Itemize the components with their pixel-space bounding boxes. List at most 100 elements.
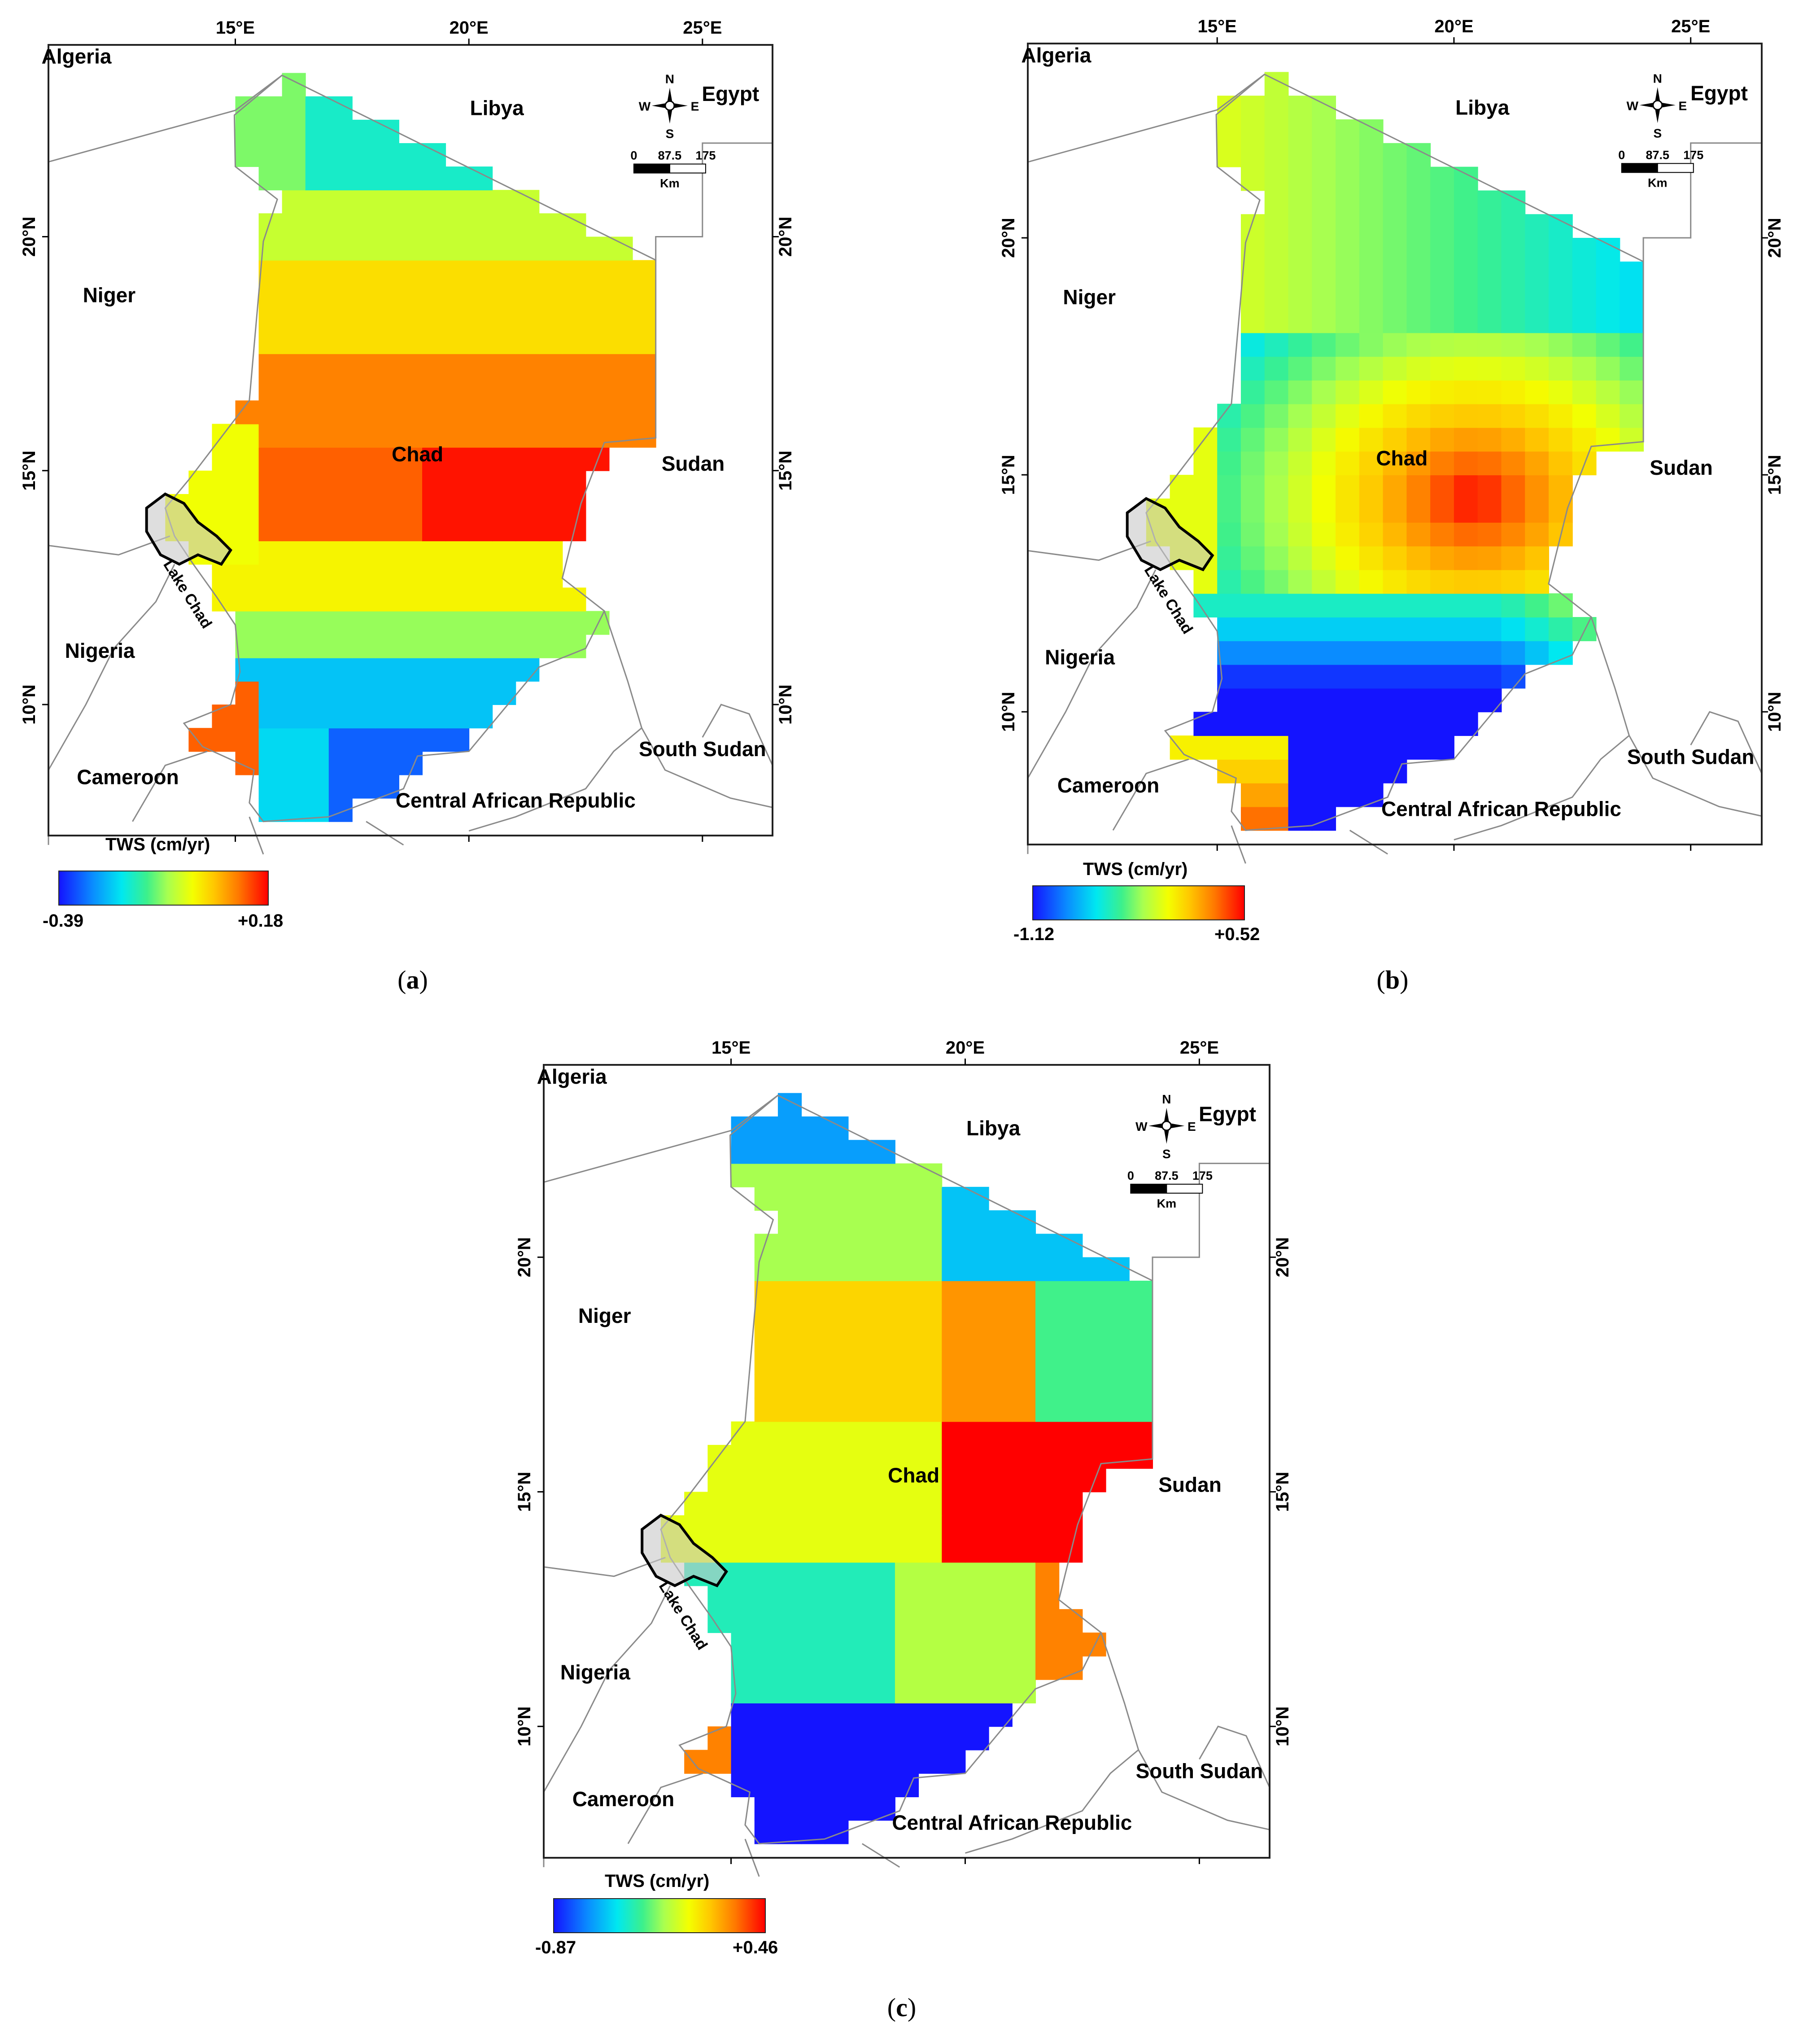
tws-cell — [895, 1656, 919, 1680]
lat-tick-label: 20°N — [19, 217, 39, 257]
tws-cell — [1359, 309, 1384, 333]
tws-cell — [1336, 119, 1360, 144]
tws-cell — [282, 798, 306, 822]
tws-cell — [1082, 1444, 1106, 1469]
tws-cell — [871, 1562, 895, 1586]
tws-cell — [235, 424, 259, 448]
tws-cell — [469, 166, 493, 191]
tws-cell — [918, 1703, 943, 1727]
tws-cell — [258, 354, 283, 378]
tws-cell — [1406, 617, 1431, 641]
tws-cell — [1430, 522, 1454, 547]
tws-cell — [1129, 1280, 1153, 1305]
tws-cell — [352, 634, 376, 658]
tws-cell — [1012, 1468, 1036, 1493]
tws-cell — [988, 1351, 1013, 1375]
tws-cell — [492, 424, 516, 448]
tws-cell — [1454, 166, 1478, 191]
tws-cell — [539, 587, 563, 612]
tws-cell — [777, 1750, 802, 1774]
caption-b: (b) — [1376, 965, 1409, 994]
tws-cell — [422, 400, 446, 425]
compass-s: S — [1653, 126, 1662, 140]
tws-cell — [1264, 783, 1289, 807]
tws-cell — [825, 1773, 849, 1798]
tws-cell — [825, 1797, 849, 1821]
tws-cell — [305, 143, 329, 167]
tws-cell — [328, 166, 353, 191]
tws-cell — [871, 1773, 895, 1798]
tws-cell — [1264, 119, 1289, 144]
tws-cell — [777, 1703, 802, 1727]
tws-cell — [1383, 664, 1407, 689]
tws-cell — [282, 400, 306, 425]
tws-cell — [539, 517, 563, 542]
tws-cell — [1454, 380, 1478, 404]
tws-cell — [1336, 285, 1360, 310]
tws-cell — [918, 1257, 943, 1281]
tws-cell — [965, 1539, 989, 1563]
country-border — [1100, 1632, 1270, 1830]
tws-cell — [942, 1257, 966, 1281]
tws-cell — [1312, 451, 1336, 476]
tws-cell — [1477, 522, 1502, 547]
tws-cell — [328, 236, 353, 261]
tws-cell — [328, 681, 353, 705]
country-border — [1152, 1163, 1270, 1281]
tws-cell — [1264, 664, 1289, 689]
tws-cell — [632, 283, 656, 307]
tws-cell — [1059, 1656, 1083, 1680]
tws-cell — [539, 541, 563, 565]
tws-cell — [212, 728, 236, 752]
tws-cell — [754, 1444, 778, 1469]
country-border — [1027, 74, 1265, 163]
tws-cell — [1012, 1656, 1036, 1680]
tws-cell — [988, 1492, 1013, 1516]
tws-cell — [539, 283, 563, 307]
tws-cell — [871, 1163, 895, 1187]
tws-cell — [1383, 403, 1407, 428]
north-arrow-icon: N S E W — [1627, 71, 1687, 140]
tws-cell — [1549, 475, 1573, 499]
tws-cell — [352, 681, 376, 705]
tws-cell — [965, 1585, 989, 1610]
tws-cell — [777, 1327, 802, 1352]
lake-chad-label: Lake Chad — [1141, 562, 1196, 637]
tws-cell — [1359, 214, 1384, 239]
tws-cell — [777, 1492, 802, 1516]
tws-cell — [258, 424, 283, 448]
tws-cell — [825, 1351, 849, 1375]
tws-cell — [1336, 475, 1360, 499]
compass-n: N — [1653, 71, 1662, 85]
tws-cell — [585, 400, 610, 425]
tws-cell — [258, 634, 283, 658]
tws-cell — [825, 1562, 849, 1586]
tws-cell — [258, 330, 283, 355]
tws-cell — [585, 330, 610, 355]
tws-cell — [422, 424, 446, 448]
tws-cell — [1525, 333, 1550, 357]
tws-cell — [352, 236, 376, 261]
tws-cell — [1406, 333, 1431, 357]
tws-cell — [1525, 546, 1550, 570]
tws-cell — [1359, 475, 1384, 499]
tws-cell — [895, 1398, 919, 1422]
tws-cell — [1430, 190, 1454, 215]
tws-cell — [1059, 1609, 1083, 1633]
tws-cell — [895, 1234, 919, 1258]
tws-cell — [375, 213, 399, 237]
tws-cell — [988, 1656, 1013, 1680]
tws-cell — [352, 517, 376, 542]
tws-cell — [352, 564, 376, 588]
tws-cell — [1264, 96, 1289, 120]
legend-min-a: -0.39 — [43, 911, 84, 931]
tws-cell — [1477, 285, 1502, 310]
tws-cell — [825, 1280, 849, 1305]
tws-cell — [1082, 1421, 1106, 1445]
tws-cell — [1035, 1304, 1060, 1328]
tws-cell — [895, 1585, 919, 1610]
tws-cell — [754, 1679, 778, 1703]
tws-cell — [895, 1444, 919, 1469]
tws-cell — [1012, 1351, 1036, 1375]
tws-cell — [282, 354, 306, 378]
